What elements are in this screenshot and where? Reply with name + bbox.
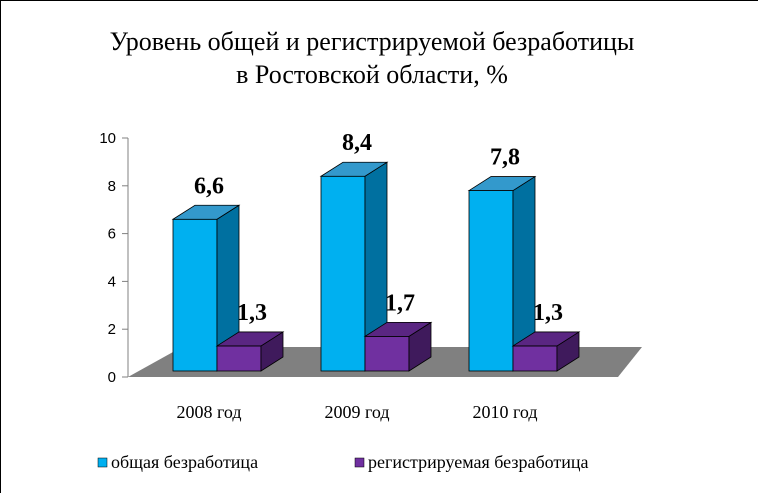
legend-item-1: регистрируемая безработица — [354, 452, 589, 472]
bar-1-0 — [319, 161, 389, 372]
category-label: 2008 год — [176, 402, 241, 422]
legend-label: регистрируемая безработица — [368, 452, 589, 472]
legend-item-0: общая безработица — [97, 452, 258, 472]
category-label: 2009 год — [324, 402, 389, 422]
y-tick-label: 6 — [108, 226, 116, 243]
bar-0-1 — [215, 331, 285, 372]
bar-front — [512, 345, 558, 372]
bar-front — [468, 190, 514, 372]
data-label: 1,7 — [385, 290, 415, 316]
chart-title: Уровень общей и регистрируемой безработи… — [110, 27, 635, 89]
category-label: 2010 год — [472, 402, 537, 422]
category-labels: 2008 год 2009 год 2010 год — [176, 402, 537, 422]
y-tick-label: 4 — [108, 273, 116, 290]
bar-top — [363, 321, 433, 337]
bar-1-1 — [363, 321, 433, 372]
data-labels: 6,6 1,3 8,4 1,7 7,8 1,3 — [194, 130, 563, 326]
data-label: 7,8 — [490, 145, 520, 171]
y-tick-label: 10 — [99, 130, 116, 147]
data-label: 1,3 — [533, 300, 563, 326]
bar-front — [216, 345, 262, 372]
legend-swatch — [354, 457, 365, 468]
data-label: 6,6 — [194, 173, 224, 199]
title-line-2: в Ростовской области, % — [236, 60, 508, 89]
y-axis: 0 2 4 6 8 10 — [99, 130, 129, 386]
bar-top — [467, 176, 537, 191]
y-tick-label: 8 — [108, 178, 116, 195]
bar-front — [364, 335, 410, 372]
legend-label: общая безработица — [111, 452, 258, 472]
bar-front — [320, 175, 366, 372]
y-tick-label: 2 — [108, 321, 116, 338]
legend: общая безработица регистрируемая безработ… — [97, 452, 589, 472]
data-label: 1,3 — [237, 300, 267, 326]
bar-front — [172, 218, 218, 372]
bar-top — [319, 161, 389, 177]
y-tick-label: 0 — [108, 369, 116, 386]
bar-2-1 — [511, 331, 581, 372]
bar-top — [511, 331, 581, 347]
data-label: 8,4 — [342, 130, 372, 156]
bar-2-0 — [467, 175, 537, 372]
bar-top — [215, 331, 285, 347]
legend-swatch — [97, 457, 108, 468]
bars — [171, 161, 581, 372]
bar-top — [171, 204, 241, 220]
bar-0-0 — [171, 204, 241, 372]
title-line-1: Уровень общей и регистрируемой безработи… — [110, 27, 635, 56]
